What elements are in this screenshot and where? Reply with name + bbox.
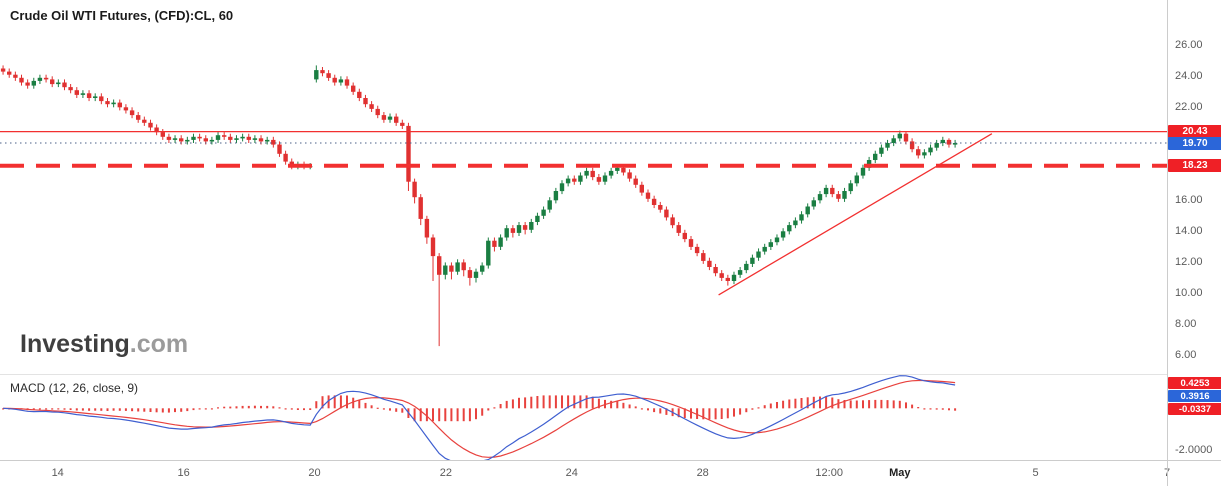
time-axis-label: 28 <box>696 467 709 479</box>
price-axis-tick: 10.00 <box>1175 287 1203 300</box>
time-axis-label: 16 <box>177 467 190 479</box>
time-axis-label: 24 <box>565 467 578 479</box>
axis-corner <box>1167 460 1221 486</box>
price-level-badge: 19.70 <box>1168 136 1221 150</box>
macd-indicator-label: MACD (12, 26, close, 9) <box>10 381 139 395</box>
price-axis-tick: 24.00 <box>1175 70 1203 83</box>
investing-logo-brand: Investing <box>20 330 130 358</box>
time-axis-label: May <box>889 467 911 479</box>
macd-value-badge: 0.3916 <box>1168 390 1221 402</box>
price-axis-tick: 22.00 <box>1175 101 1203 114</box>
macd-pane[interactable]: MACD (12, 26, close, 9) <box>0 374 1167 461</box>
macd-value-badge: -0.0337 <box>1168 403 1221 415</box>
time-axis-label: 5 <box>1032 467 1039 479</box>
price-level-badge: 20.43 <box>1168 125 1221 139</box>
investing-logo: Investing.com <box>20 330 188 359</box>
price-axis[interactable]: 26.00 24.00 22.00 16.00 14.00 12.00 10.00 8.00 6… <box>1167 0 1221 460</box>
price-axis-tick: 8.00 <box>1175 318 1197 331</box>
time-axis-label: 22 <box>439 467 453 479</box>
time-axis-label: 14 <box>51 467 64 479</box>
price-level-badge: 18.23 <box>1168 159 1221 173</box>
macd-value-badge: 0.4253 <box>1168 377 1221 389</box>
price-axis-tick: 6.00 <box>1175 349 1197 362</box>
macd-chart-canvas[interactable] <box>0 375 1167 461</box>
price-axis-tick: 14.00 <box>1175 225 1203 238</box>
time-axis[interactable]: 14 16 20 22 24 28 12:00 May 5 7 <box>0 460 1170 486</box>
price-pane[interactable]: Investing.com Crude Oil WTI Futures, (CF… <box>0 0 1167 374</box>
investing-logo-tld: .com <box>129 330 189 358</box>
time-axis-label: 20 <box>308 467 321 479</box>
price-chart-canvas[interactable] <box>0 0 1167 374</box>
chart-title: Crude Oil WTI Futures, (CFD):CL, 60 <box>10 8 234 23</box>
price-axis-tick: 26.00 <box>1175 39 1203 52</box>
price-axis-tick: 16.00 <box>1175 194 1203 207</box>
time-axis-label: 12:00 <box>815 467 843 479</box>
price-axis-tick: 12.00 <box>1175 256 1203 269</box>
macd-axis-tick: -2.0000 <box>1175 444 1213 457</box>
